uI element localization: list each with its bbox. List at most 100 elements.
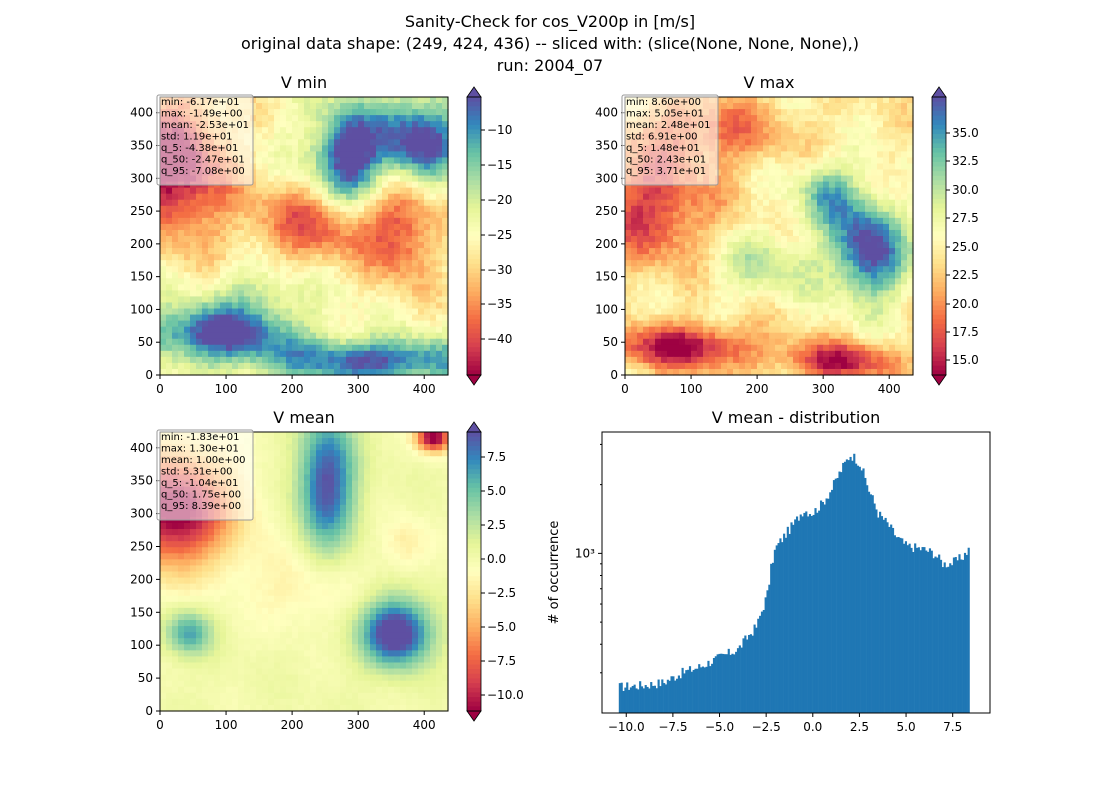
histogram-bar [860,470,863,713]
stats-line: q_50: 2.43e+01 [626,155,706,166]
histogram-bar [720,653,723,713]
histogram-bar [755,627,758,713]
y-tick-label: 400 [595,106,618,120]
y-tick-label: 350 [130,139,153,153]
stats-box [156,94,254,186]
histogram-bar [652,685,655,713]
histogram-bar [938,554,941,713]
histogram-bar [771,562,775,713]
stats-line: std: 1.19e+01 [161,132,233,143]
histogram-bar [790,522,793,713]
heatmap-vmin [160,97,449,376]
histogram-bar [819,500,823,713]
histogram-bar [659,686,662,713]
x-tick-label: 400 [413,382,436,396]
histogram-bar [927,551,930,713]
y-tick-label: 0 [610,368,618,382]
histogram-bar [676,678,679,713]
colorbar-frame [931,96,947,376]
x-tick-label: 200 [746,382,769,396]
histogram-bar [847,460,850,713]
histogram-bar [912,551,915,713]
colorbar-tick-label: −35 [487,297,512,311]
histogram-bar [884,517,887,713]
histogram-bar [683,673,686,713]
histogram-bar [858,466,861,713]
histogram-bar [810,515,813,713]
histogram-bar [908,543,911,713]
histogram-bar [888,526,891,713]
colorbar-frame [466,431,482,712]
heatmap-vmean [160,432,449,712]
heatmap-vmax [625,97,914,376]
histogram-bars [618,453,970,713]
histogram-bar [703,667,706,713]
colorbar-tick-label: −25 [487,228,512,242]
histogram-bar [762,609,765,713]
histogram-bar [724,654,727,713]
stats-line: q_50: 1.75e+00 [161,490,241,501]
y-tick-label: 10³ [575,546,595,560]
histogram-bar [869,494,872,713]
histogram-bar [629,687,633,713]
histogram-bar [735,651,738,713]
x-tick-label: 2.5 [850,720,869,734]
x-tick-label: 400 [878,382,901,396]
histogram-bar [866,485,869,713]
histogram-bar [797,520,800,713]
histogram-bar [635,688,638,713]
histogram-bar [744,635,747,713]
histogram-bar [655,688,658,713]
x-tick-label: −7.5 [658,720,687,734]
histogram-bar [733,654,736,713]
histogram-bar [773,549,776,713]
histogram-bar [921,547,924,713]
histogram-bar [753,624,756,713]
histogram-bar [725,654,728,713]
histogram-bar [716,654,719,713]
histogram-bar [949,563,952,713]
histogram-bar [880,516,884,713]
y-tick-label: 250 [130,204,153,218]
colorbar-extend-bottom [466,374,482,386]
stats-line: q_5: 1.48e+01 [626,143,700,154]
histogram-bar [842,462,845,713]
histogram-bar [814,508,817,713]
histogram-bar [829,492,832,713]
histogram-bar [906,545,909,713]
histogram-bar [777,543,780,713]
histogram-bar [910,547,913,713]
histogram-bar [834,478,837,713]
colorbar-tick-label: −15 [487,158,512,172]
histogram-bar [709,666,712,713]
histogram-bar [816,512,819,713]
colorbar-tick-label: 17.5 [952,325,979,339]
histogram-bar [893,535,896,713]
histogram-bar [960,559,963,713]
x-tick-label: 5.0 [897,720,916,734]
histogram-bar [897,536,900,713]
histogram-bar [698,664,701,713]
histogram-bar [947,566,950,713]
x-tick-label: 100 [215,718,238,732]
histogram-bar [664,684,668,713]
histogram-bar [890,524,893,713]
stats-line: std: 5.31e+00 [161,467,233,478]
histogram-bar [845,459,848,713]
histogram-bar [668,680,671,713]
histogram-bar [714,656,717,713]
histogram-bar [803,512,806,713]
y-tick-label: 50 [603,335,618,349]
histogram-bar [801,516,804,713]
y-tick-label: 300 [595,171,618,185]
y-tick-label: 150 [595,270,618,284]
histogram-bar [687,669,690,713]
y-tick-label: 400 [130,106,153,120]
colorbar-extend-top [466,421,482,433]
x-tick-label: 0 [156,382,164,396]
stats-line: min: -1.83e+01 [161,432,240,443]
histogram-bar [886,522,889,713]
colorbar-tick-label: 20.0 [952,297,979,311]
y-tick-label: 350 [595,139,618,153]
y-tick-label: 200 [130,572,153,586]
